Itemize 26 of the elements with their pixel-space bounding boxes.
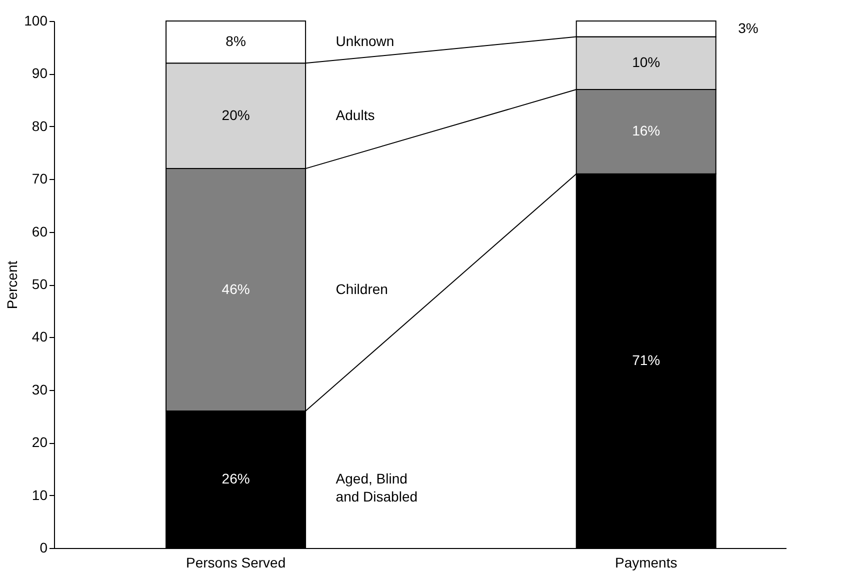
text: 3% bbox=[738, 20, 758, 36]
y-tick-label: 0 bbox=[40, 540, 48, 556]
y-tick-label: 30 bbox=[32, 381, 48, 398]
text: 16% bbox=[632, 122, 660, 139]
y-tick-label: 80 bbox=[32, 118, 48, 134]
y-tick-label: 60 bbox=[32, 223, 48, 240]
text: Unknown bbox=[336, 33, 394, 50]
y-tick-label: 20 bbox=[32, 434, 48, 450]
x-tick-label: Payments bbox=[614, 554, 678, 570]
y-tick-label: 10 bbox=[32, 486, 48, 503]
y-tick-label: 100 bbox=[24, 12, 48, 28]
text: Adults bbox=[336, 106, 375, 123]
text: 20% bbox=[222, 106, 250, 123]
text: 26% bbox=[222, 470, 250, 486]
text: Aged, Blind and Disabled bbox=[336, 470, 418, 504]
y-tick-label: 90 bbox=[32, 65, 48, 82]
y-tick-label: 50 bbox=[32, 276, 48, 292]
y-axis-title: Percent bbox=[4, 260, 20, 310]
text: 71% bbox=[632, 352, 660, 368]
y-tick-label: 40 bbox=[32, 328, 48, 345]
y-tick-label: 70 bbox=[32, 170, 48, 187]
text: Children bbox=[336, 280, 388, 297]
x-tick-label: Persons Served bbox=[186, 554, 286, 570]
text: 10% bbox=[632, 54, 660, 70]
text: 8% bbox=[226, 33, 246, 50]
text: 46% bbox=[222, 280, 250, 297]
